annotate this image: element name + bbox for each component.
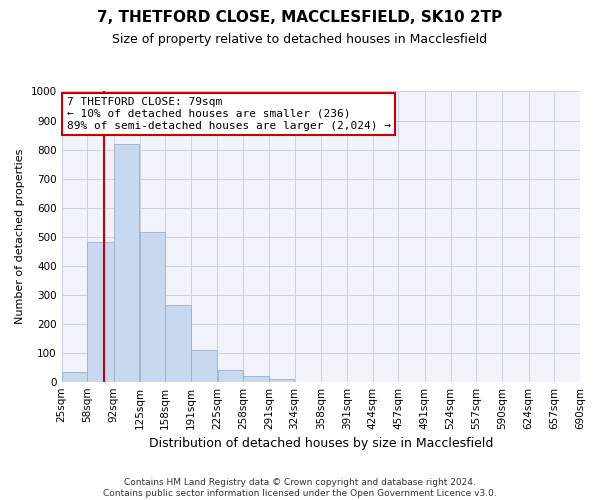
Text: Size of property relative to detached houses in Macclesfield: Size of property relative to detached ho… <box>112 32 488 46</box>
Bar <box>88 242 113 382</box>
Text: 7 THETFORD CLOSE: 79sqm
← 10% of detached houses are smaller (236)
89% of semi-d: 7 THETFORD CLOSE: 79sqm ← 10% of detache… <box>67 98 391 130</box>
Bar <box>269 379 295 382</box>
Bar <box>166 305 191 382</box>
Text: 7, THETFORD CLOSE, MACCLESFIELD, SK10 2TP: 7, THETFORD CLOSE, MACCLESFIELD, SK10 2T… <box>97 10 503 25</box>
Bar <box>114 144 139 382</box>
Bar <box>140 232 165 382</box>
Bar <box>218 370 243 382</box>
Bar <box>244 376 269 382</box>
X-axis label: Distribution of detached houses by size in Macclesfield: Distribution of detached houses by size … <box>149 437 493 450</box>
Text: Contains HM Land Registry data © Crown copyright and database right 2024.
Contai: Contains HM Land Registry data © Crown c… <box>103 478 497 498</box>
Bar <box>191 350 217 382</box>
Y-axis label: Number of detached properties: Number of detached properties <box>15 149 25 324</box>
Bar <box>62 372 87 382</box>
